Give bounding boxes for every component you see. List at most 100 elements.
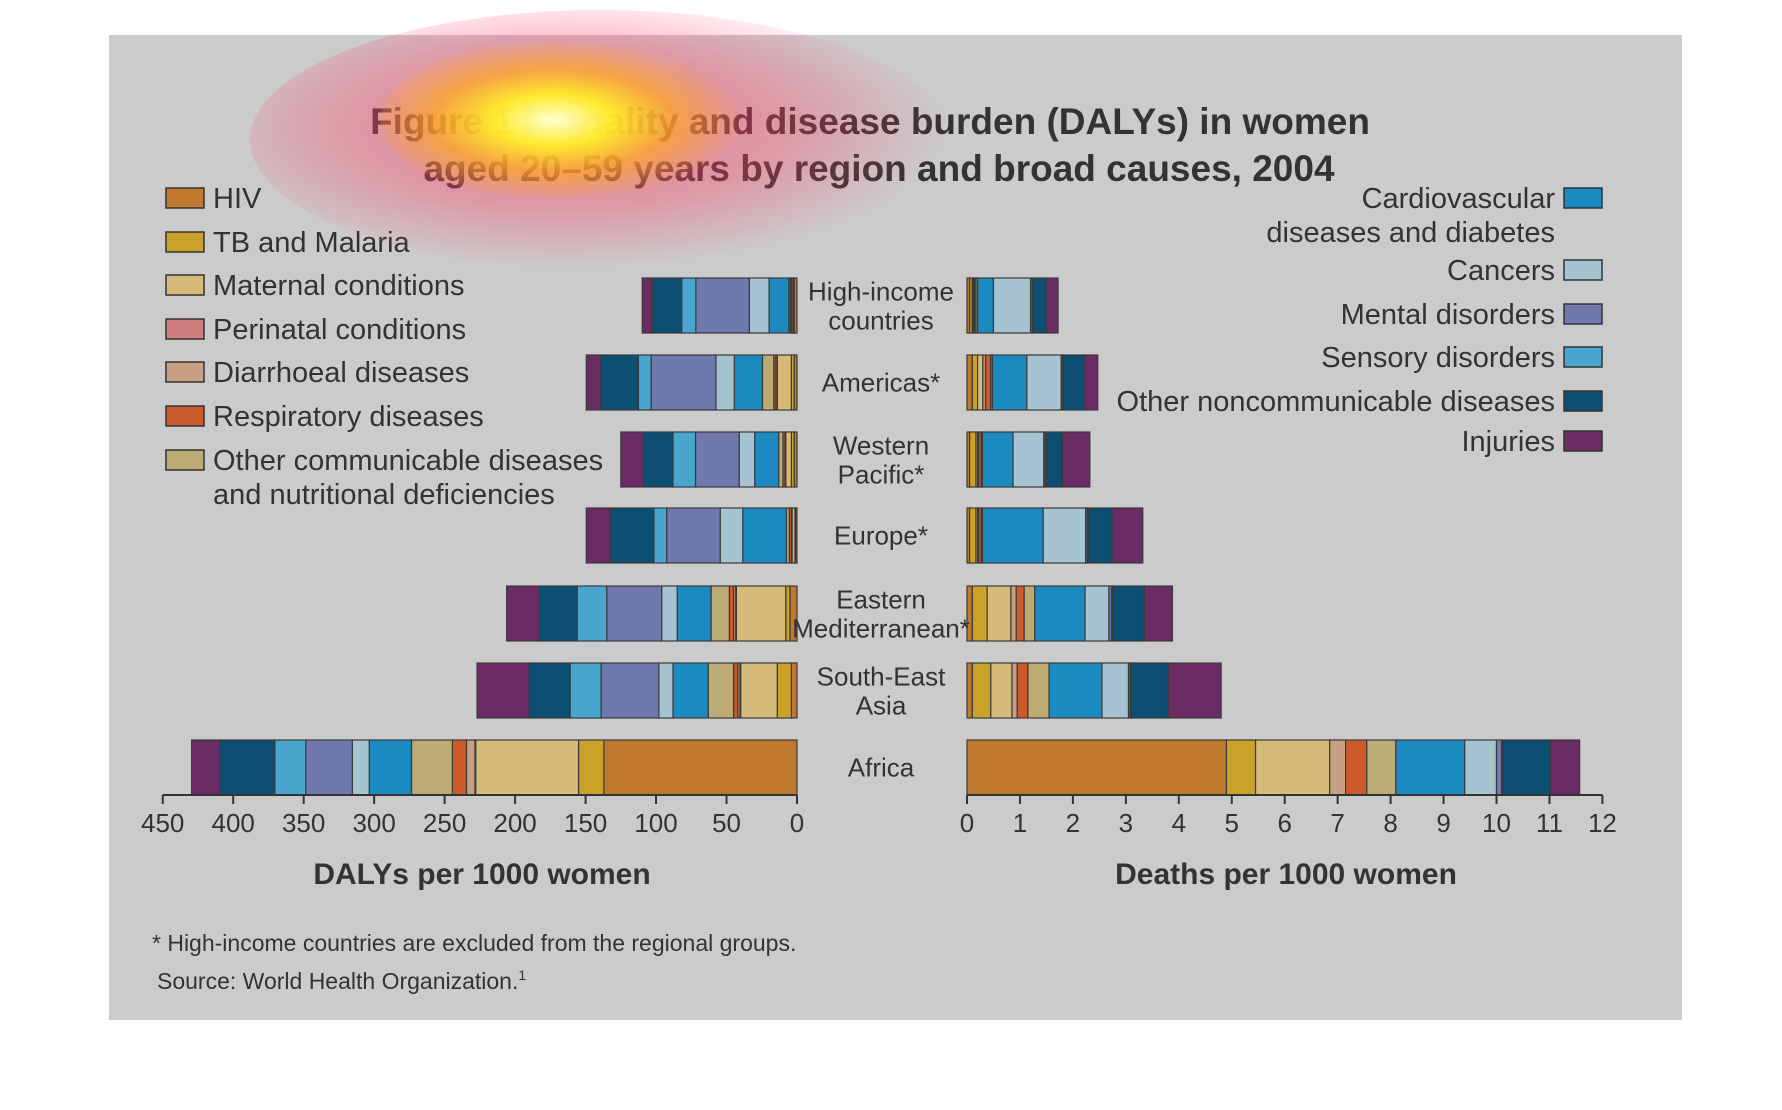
legend-swatch (1563, 430, 1603, 452)
dalys-segment (476, 662, 530, 719)
dalys-segment (658, 662, 674, 719)
deaths-segment (1016, 662, 1029, 719)
legend-label-line: Perinatal conditions (213, 314, 466, 346)
dalys-segment (733, 354, 764, 411)
dalys-segment (506, 585, 540, 642)
deaths-segment (1143, 585, 1174, 642)
deaths-segment (1495, 739, 1503, 796)
dalys-segment (790, 662, 798, 719)
deaths-segment (976, 354, 984, 411)
deaths-segment (1045, 277, 1059, 334)
dalys-segment (681, 277, 697, 334)
dalys-segment (368, 739, 413, 796)
deaths-segment (1012, 431, 1045, 488)
legend-label: Sensory disorders (1321, 342, 1555, 374)
deaths-segment (966, 354, 973, 411)
dalys-tick-label: 250 (423, 808, 466, 838)
deaths-segment (969, 507, 977, 564)
dalys-segment (653, 507, 668, 564)
dalys-segment (695, 277, 750, 334)
deaths-tick-label: 3 (1119, 808, 1133, 838)
region-label: Western Pacific* (833, 431, 929, 490)
dalys-segment (768, 277, 790, 334)
deaths-segment (1015, 585, 1025, 642)
chart-title-line-1: Figure 1 Mortality and disease burden (D… (370, 101, 1370, 142)
deaths-axis-title: Deaths per 1000 women (1115, 858, 1457, 891)
legend-label-line: Other noncommunicable diseases (1117, 386, 1555, 418)
deaths-tick-label: 4 (1172, 808, 1186, 838)
legend-label-line: Other communicable diseases (213, 445, 603, 477)
dalys-segment (609, 507, 655, 564)
legend-swatch (165, 405, 205, 427)
region-label-line: Europe* (834, 521, 928, 551)
region-label-line: Asia (856, 691, 907, 721)
legend-label: HIV (213, 183, 262, 215)
legend-label: Diarrhoeal diseases (213, 357, 469, 389)
legend-label-line: and nutritional deficiencies (213, 479, 555, 511)
legend-label-line: Cancers (1447, 255, 1555, 287)
deaths-segment (1130, 662, 1169, 719)
deaths-segment (1087, 507, 1113, 564)
legend-swatch (1563, 346, 1603, 368)
dalys-segment (740, 662, 778, 719)
dalys-tick-label: 200 (493, 808, 536, 838)
dalys-segment (761, 354, 775, 411)
legend-label: Perinatal conditions (213, 314, 466, 346)
region-label-line: Mediterranean* (792, 614, 970, 644)
dalys-segment (451, 739, 468, 796)
dalys-segment (585, 507, 611, 564)
dalys-tick-label: 350 (282, 808, 325, 838)
legend-swatch (165, 231, 205, 253)
source-note: Source: World Health Organization.1 (157, 967, 526, 994)
legend-label-line: HIV (213, 183, 262, 215)
dalys-segment (637, 354, 652, 411)
legend-label-line: Cardiovascular (1362, 183, 1556, 215)
region-label: Europe* (834, 521, 928, 551)
deaths-segment (1083, 354, 1099, 411)
deaths-segment (1034, 585, 1086, 642)
legend-label: Respiratory diseases (213, 401, 484, 433)
dalys-tick-label: 400 (212, 808, 255, 838)
legend-label: Mental disorders (1341, 299, 1555, 331)
deaths-segment (1344, 739, 1368, 796)
deaths-segment (1062, 354, 1086, 411)
deaths-segment (1366, 739, 1397, 796)
deaths-segment (976, 277, 995, 334)
dalys-segment (641, 277, 653, 334)
dalys-segment (707, 662, 735, 719)
dalys-segment (576, 585, 608, 642)
dalys-tick-label: 100 (634, 808, 677, 838)
deaths-tick-label: 6 (1277, 808, 1291, 838)
deaths-segment (1023, 585, 1036, 642)
deaths-segment (1084, 585, 1110, 642)
source-superscript: 1 (518, 967, 526, 983)
dalys-segment (603, 739, 798, 796)
dalys-axis-title: DALYs per 1000 women (313, 858, 650, 891)
deaths-segment (1045, 431, 1063, 488)
legend-swatch (1563, 390, 1603, 412)
dalys-segment (569, 662, 602, 719)
deaths-segment (991, 354, 1028, 411)
footnote: * High-income countries are excluded fro… (152, 930, 796, 956)
dalys-segment (642, 431, 674, 488)
deaths-segment (1032, 277, 1048, 334)
chart-title-line-2: aged 20–59 years by region and broad cau… (423, 148, 1334, 189)
dalys-segment (694, 431, 740, 488)
legend-label-line: Sensory disorders (1321, 342, 1555, 374)
dalys-segment (735, 585, 787, 642)
legend-label-line: diseases and diabetes (1266, 217, 1555, 249)
deaths-segment (1254, 739, 1331, 796)
region-label: South-East Asia (817, 662, 946, 721)
deaths-tick-label: 0 (960, 808, 974, 838)
region-label: High-income countries (808, 277, 954, 336)
deaths-segment (1464, 739, 1498, 796)
region-label-line: South-East (817, 662, 946, 692)
deaths-segment (981, 431, 1014, 488)
legend-swatch (1563, 259, 1603, 281)
deaths-segment (981, 507, 1044, 564)
deaths-segment (1395, 739, 1466, 796)
deaths-segment (1111, 507, 1144, 564)
region-label-line: Africa (848, 753, 915, 783)
deaths-axis: 0 1 2 3 4 5 6 7 8 9 10 11 12 (960, 794, 1617, 838)
